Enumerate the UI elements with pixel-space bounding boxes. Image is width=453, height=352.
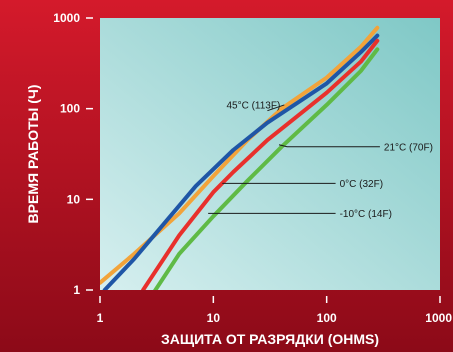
annotation-label: 45°C (113F) xyxy=(226,100,280,111)
series-lines xyxy=(100,25,380,290)
plot-area xyxy=(100,18,440,290)
series-annotations: 45°C (113F) 21°C (70F) 0°C (32F) -10°C (14F… xyxy=(208,100,433,220)
x-axis: 1 10 100 1000 xyxy=(97,296,452,325)
annotation-label: 21°C (70F) xyxy=(384,142,433,153)
annotation-label: -10°C (14F) xyxy=(340,209,392,220)
series-line--10c14f xyxy=(153,47,380,290)
y-axis-title: ВРЕМЯ РАБОТЫ (Ч) xyxy=(25,85,41,224)
x-tick-label: 1 xyxy=(97,311,104,325)
x-axis-title: ЗАЩИТА ОТ РАЗРЯДКИ (OHMS) xyxy=(161,331,379,347)
annotation-leader xyxy=(267,104,285,112)
series-annotation: 0°C (32F) xyxy=(222,179,383,190)
annotation-leader xyxy=(278,144,380,148)
series-line-0c32f xyxy=(141,38,380,290)
series-line-21c70f xyxy=(102,33,380,290)
y-tick-label: 100 xyxy=(60,102,80,116)
y-tick-label: 1000 xyxy=(53,11,80,25)
x-tick-label: 1000 xyxy=(425,311,452,325)
x-tick-label: 10 xyxy=(207,311,221,325)
series-annotation: 45°C (113F) xyxy=(226,100,285,112)
y-axis: 1 10 100 1000 xyxy=(53,11,93,297)
x-tick-label: 100 xyxy=(317,311,337,325)
series-annotation: 21°C (70F) xyxy=(278,142,433,153)
series-annotation: -10°C (14F) xyxy=(208,209,392,220)
y-tick-label: 10 xyxy=(67,192,81,206)
y-tick-label: 1 xyxy=(73,283,80,297)
annotation-label: 0°C (32F) xyxy=(340,179,383,190)
